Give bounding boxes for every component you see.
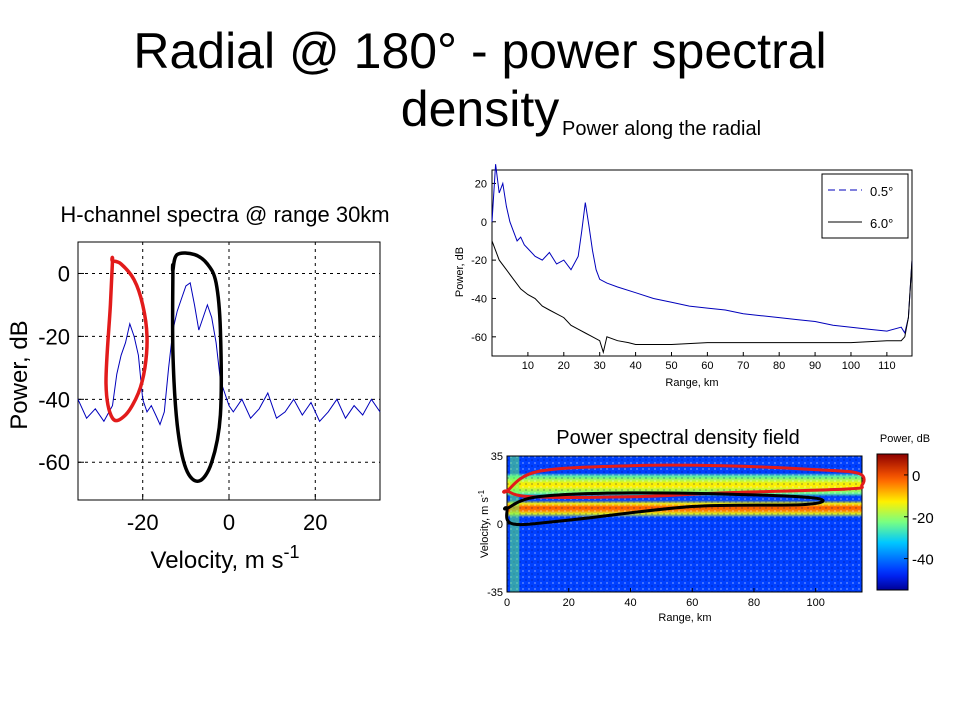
spectra-chart-title: H-channel spectra @ range 30km <box>60 202 389 227</box>
radial-y-tick-label: 20 <box>475 178 487 190</box>
radial-x-tick-label: 10 <box>522 360 534 372</box>
spectra-x-axis-label: Velocity, m s-1 <box>151 542 300 574</box>
psd-y-axis-label-text: Velocity, m s <box>479 497 491 558</box>
radial-x-tick-label: 30 <box>594 360 606 372</box>
slide-title-line1: Radial @ 180° - power spectral <box>133 23 827 79</box>
radial-legend-box <box>821 173 909 239</box>
radial-series-line <box>491 164 913 335</box>
radial-x-axis-label: Range, km <box>665 377 718 389</box>
spectra-y-tick-label: -40 <box>38 387 70 412</box>
psd-y-axis-label: Velocity, m s-1 <box>477 489 491 558</box>
psd-x-tick-label: 40 <box>624 597 636 609</box>
radial-x-tick-label: 90 <box>809 360 821 372</box>
slide-title-line2: density <box>400 81 560 137</box>
radial-chart: 10 20 30 40 50 60 70 80 90 100 110 20 0 -20 -40 -60 0.5°… <box>471 164 913 372</box>
radial-legend: 0.5° 6.0° <box>821 173 909 239</box>
radial-x-tick-label: 20 <box>558 360 570 372</box>
slide-subtitle: Power along the radial <box>562 118 762 140</box>
radial-y-tick-label: -20 <box>471 255 487 267</box>
psd-field-texture <box>507 456 862 592</box>
slide-title: Radial @ 180° - power spectral density <box>0 22 960 138</box>
spectra-chart: -20 0 20 0 -20 -40 -60 <box>38 241 381 535</box>
colorbar-tick-label: -40 <box>912 552 934 569</box>
radial-x-tick-label: 110 <box>878 360 896 372</box>
radial-x-tick-label: 100 <box>842 360 860 372</box>
spectra-x-axis-label-text: Velocity, m s <box>151 547 284 574</box>
spectra-series-line <box>77 282 381 426</box>
radial-y-tick-label: 0 <box>481 217 487 229</box>
radial-legend-label: 0.5° <box>870 184 893 199</box>
spectra-y-tick-label: -60 <box>38 450 70 475</box>
psd-y-tick-label: 0 <box>497 519 503 531</box>
psd-x-tick-label: 100 <box>807 597 825 609</box>
spectra-x-tick-label: 0 <box>223 510 235 535</box>
spectra-x-tick-label: 20 <box>303 510 327 535</box>
radial-x-tick-label: 80 <box>773 360 785 372</box>
psd-x-tick-label: 60 <box>686 597 698 609</box>
psd-field-title: Power spectral density field <box>556 427 799 449</box>
colorbar: 0 -20 -40 <box>876 453 934 591</box>
spectra-x-tick-label: -20 <box>127 510 159 535</box>
colorbar-label: Power, dB <box>880 433 930 445</box>
spectra-black-outline <box>170 251 223 484</box>
psd-y-tick-label: 35 <box>491 451 503 463</box>
colorbar-tick-label: 0 <box>912 468 920 485</box>
psd-black-outline <box>502 491 825 527</box>
radial-x-tick-label: 70 <box>737 360 749 372</box>
radial-x-tick-label: 60 <box>701 360 713 372</box>
radial-y-tick-label: -40 <box>471 293 487 305</box>
psd-y-axis-label-sup: -1 <box>477 489 486 497</box>
colorbar-bar <box>876 453 909 591</box>
psd-x-tick-label: 20 <box>563 597 575 609</box>
colorbar-tick-label: -20 <box>912 510 934 527</box>
psd-y-tick-label: -35 <box>487 587 503 599</box>
radial-y-tick-label: -60 <box>471 332 487 344</box>
psd-x-axis-label: Range, km <box>658 612 711 624</box>
radial-legend-label: 6.0° <box>870 216 893 231</box>
psd-x-tick-label: 0 <box>504 597 510 609</box>
spectra-y-axis-label: Power, dB <box>6 320 33 429</box>
psd-x-tick-label: 80 <box>748 597 760 609</box>
spectra-x-axis-label-sup: -1 <box>283 542 299 562</box>
radial-y-axis-label: Power, dB <box>454 247 466 297</box>
radial-x-tick-label: 40 <box>629 360 641 372</box>
spectra-y-tick-label: -20 <box>38 324 70 349</box>
spectra-y-tick-label: 0 <box>58 261 70 286</box>
radial-x-tick-label: 50 <box>665 360 677 372</box>
radial-series-line <box>491 240 913 355</box>
spectra-red-outline <box>104 255 149 423</box>
